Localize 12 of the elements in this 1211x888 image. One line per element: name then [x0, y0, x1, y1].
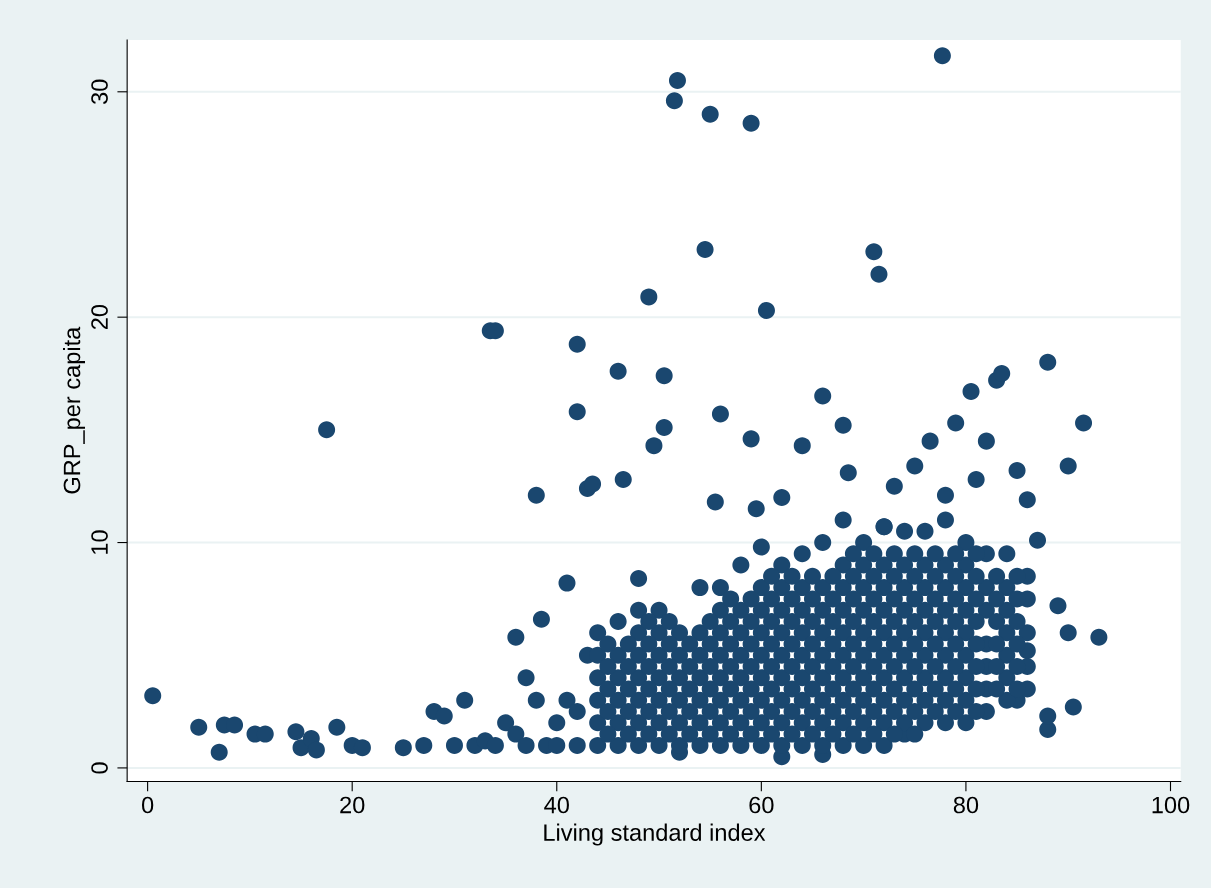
x-tick-label: 80 [953, 796, 979, 814]
x-axis-title: Living standard index [544, 823, 766, 846]
y-tick-label: 30 [91, 79, 108, 105]
x-tick-label: 0 [141, 796, 154, 814]
x-tick-label: 100 [1152, 796, 1190, 814]
y-tick-label: 10 [91, 530, 108, 554]
y-tick-label: 20 [91, 304, 108, 330]
x-tick-label: 20 [340, 796, 365, 814]
y-axis-title: GRP_per capita [63, 326, 86, 494]
y-tick-label: 0 [91, 762, 108, 774]
x-tick-label: 40 [544, 796, 569, 814]
x-tick-label: 60 [749, 796, 774, 814]
